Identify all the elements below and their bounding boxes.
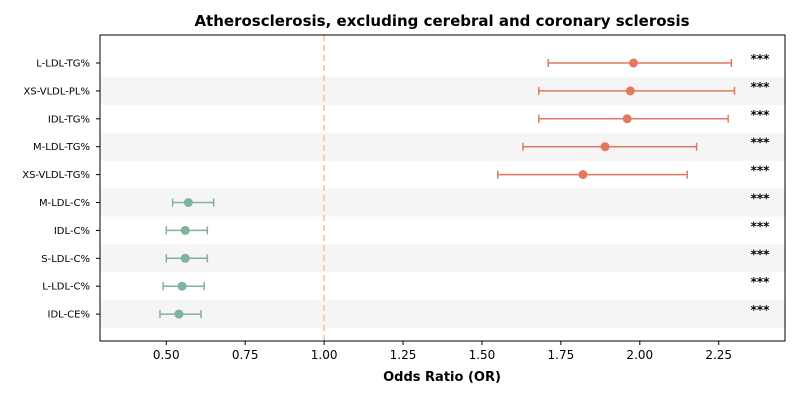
significance-label: ***	[751, 52, 771, 66]
row-band	[100, 300, 785, 329]
forest-row: IDL-C% ***	[54, 219, 770, 237]
or-point	[180, 225, 190, 235]
x-tick-label: 1.75	[548, 348, 575, 362]
row-label: IDL-TG%	[48, 114, 90, 125]
x-tick-label: 1.00	[311, 348, 338, 362]
significance-label: ***	[751, 108, 771, 122]
significance-label: ***	[751, 136, 771, 150]
chart-title: Atherosclerosis, excluding cerebral and …	[194, 12, 689, 30]
row-label: XS-VLDL-TG%	[22, 170, 90, 181]
or-point	[578, 170, 588, 180]
forest-row: L-LDL-C% ***	[42, 275, 770, 293]
x-tick-label: 0.50	[153, 348, 180, 362]
or-point	[600, 142, 610, 152]
or-point	[622, 114, 632, 124]
x-tick-label: 1.50	[469, 348, 496, 362]
significance-label: ***	[751, 219, 771, 233]
row-label: M-LDL-TG%	[33, 142, 90, 153]
or-point	[174, 309, 184, 319]
forest-row: M-LDL-TG% ***	[33, 136, 770, 154]
forest-row: XS-VLDL-TG% ***	[22, 164, 770, 182]
x-axis-label: Odds Ratio (OR)	[383, 370, 501, 385]
x-tick-label: 1.25	[390, 348, 417, 362]
forest-row: IDL-CE% ***	[48, 303, 771, 321]
significance-label: ***	[751, 80, 771, 94]
row-label: XS-VLDL-PL%	[24, 86, 90, 97]
row-label: IDL-CE%	[48, 310, 90, 321]
x-axis: 0.50 0.75 1.00 1.25 1.50 1.75 2.00 2.25	[153, 341, 732, 362]
or-point	[628, 58, 638, 68]
x-tick-label: 0.75	[232, 348, 259, 362]
forest-row: M-LDL-C% ***	[39, 192, 770, 210]
row-label: M-LDL-C%	[39, 198, 90, 209]
or-point	[177, 281, 187, 291]
forest-row: XS-VLDL-PL% ***	[24, 80, 771, 98]
or-point	[183, 198, 193, 207]
row-label: IDL-C%	[54, 226, 90, 237]
forest-row: IDL-TG% ***	[48, 108, 770, 126]
row-band	[100, 244, 785, 273]
significance-label: ***	[751, 192, 771, 206]
x-tick-label: 2.00	[626, 348, 653, 362]
significance-label: ***	[751, 303, 771, 317]
row-label: S-LDL-C%	[41, 254, 90, 265]
significance-label: ***	[751, 275, 771, 289]
or-point	[180, 253, 190, 263]
x-tick-label: 2.25	[705, 348, 732, 362]
significance-label: ***	[751, 164, 771, 178]
forest-row: L-LDL-TG% ***	[36, 52, 770, 70]
or-point	[625, 86, 635, 96]
plot-frame	[99, 34, 786, 342]
forest-row: S-LDL-C% ***	[41, 247, 770, 265]
row-label: L-LDL-C%	[42, 282, 90, 293]
forest-rows: L-LDL-TG% ***XS-VLDL-PL% ***IDL-TG% ***M-LD…	[22, 52, 770, 321]
row-label: L-LDL-TG%	[36, 59, 90, 70]
significance-label: ***	[751, 247, 771, 261]
